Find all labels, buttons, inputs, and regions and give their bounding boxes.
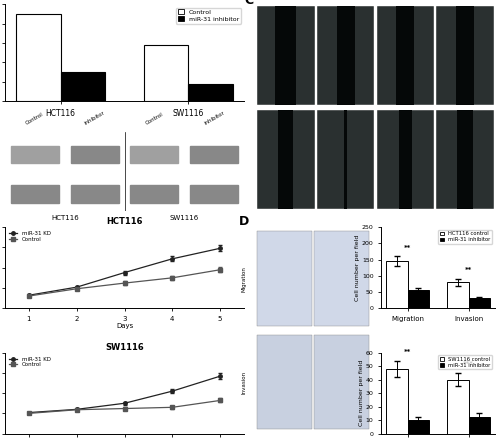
Y-axis label: Cell number per field: Cell number per field — [356, 234, 360, 301]
Text: C: C — [244, 0, 253, 7]
Control — [26, 411, 32, 416]
Bar — [386, 261, 407, 308]
Bar — [278, 110, 293, 208]
Bar — [336, 7, 354, 106]
Text: Invasion: Invasion — [242, 371, 247, 394]
Bar — [317, 110, 374, 208]
Bar — [60, 72, 106, 101]
Bar — [317, 7, 374, 106]
Bar — [257, 110, 314, 208]
miR-31 KD — [217, 374, 223, 379]
Bar — [190, 185, 238, 203]
Bar — [190, 146, 238, 163]
miR-31 KD — [74, 285, 80, 290]
miR-31 KD — [74, 407, 80, 412]
Text: Control: Control — [144, 111, 164, 125]
Bar — [468, 298, 490, 308]
Text: **: ** — [404, 349, 411, 355]
Bar — [257, 7, 314, 106]
Bar — [396, 7, 414, 106]
Legend: miR-31 KD, Control: miR-31 KD, Control — [8, 230, 52, 243]
Bar — [386, 369, 407, 434]
Bar — [188, 84, 233, 101]
Legend: SW1116 control, miR-31 inhibitor: SW1116 control, miR-31 inhibitor — [438, 355, 492, 369]
Control — [26, 293, 32, 299]
X-axis label: Days: Days — [116, 323, 133, 329]
Bar — [70, 146, 118, 163]
Text: Migration: Migration — [242, 266, 247, 292]
Bar — [436, 110, 494, 208]
Bar — [11, 146, 59, 163]
Bar — [70, 185, 118, 203]
Bar — [314, 335, 368, 430]
Title: HCT116: HCT116 — [106, 218, 143, 226]
Text: **: ** — [465, 267, 472, 273]
Control — [170, 275, 175, 280]
Bar — [257, 231, 312, 326]
Bar — [257, 335, 312, 430]
Bar — [376, 7, 434, 106]
miR-31 KD — [122, 401, 128, 406]
Bar — [130, 185, 178, 203]
Bar — [408, 290, 429, 308]
Line: Control: Control — [27, 268, 222, 298]
Bar — [456, 7, 474, 106]
miR-31 KD — [217, 246, 223, 251]
miR-31 KD — [122, 270, 128, 275]
Control — [74, 407, 80, 412]
Bar — [436, 7, 494, 106]
Control — [217, 398, 223, 403]
Text: **: ** — [404, 245, 411, 251]
Title: SW1116: SW1116 — [105, 343, 144, 352]
Bar — [314, 231, 368, 326]
miR-31 KD — [26, 410, 32, 415]
Text: HCT116: HCT116 — [51, 215, 78, 221]
Bar — [11, 185, 59, 203]
Text: SW1116: SW1116 — [170, 215, 199, 221]
Line: miR-31 KD: miR-31 KD — [27, 374, 222, 414]
Line: Control: Control — [27, 399, 222, 415]
Bar — [130, 146, 178, 163]
Text: Control: Control — [25, 111, 44, 125]
Bar — [16, 14, 60, 101]
Control — [74, 286, 80, 291]
Text: D: D — [239, 215, 249, 228]
miR-31 KD — [170, 256, 175, 261]
Control — [122, 280, 128, 286]
Bar — [447, 380, 468, 434]
miR-31 KD — [170, 389, 175, 394]
Bar — [468, 417, 490, 434]
Bar — [144, 45, 188, 101]
Legend: miR-31 KD, Control: miR-31 KD, Control — [8, 356, 52, 368]
Bar — [447, 282, 468, 308]
Text: ***: *** — [463, 361, 474, 367]
Bar — [457, 110, 473, 208]
Bar — [344, 110, 347, 208]
Text: inhibitor: inhibitor — [84, 110, 106, 125]
Bar — [408, 420, 429, 434]
Y-axis label: Cell number per field: Cell number per field — [360, 360, 364, 426]
Legend: Control, miR-31 inhibitor: Control, miR-31 inhibitor — [176, 7, 241, 24]
Bar — [376, 110, 434, 208]
Text: inhibitor: inhibitor — [203, 110, 225, 125]
Bar — [276, 7, 296, 106]
Bar — [399, 110, 412, 208]
Control — [170, 405, 175, 410]
Line: miR-31 KD: miR-31 KD — [27, 247, 222, 297]
Control — [122, 406, 128, 411]
Control — [217, 267, 223, 272]
Legend: HCT116 control, miR-31 inhibitor: HCT116 control, miR-31 inhibitor — [438, 230, 492, 244]
miR-31 KD — [26, 293, 32, 298]
